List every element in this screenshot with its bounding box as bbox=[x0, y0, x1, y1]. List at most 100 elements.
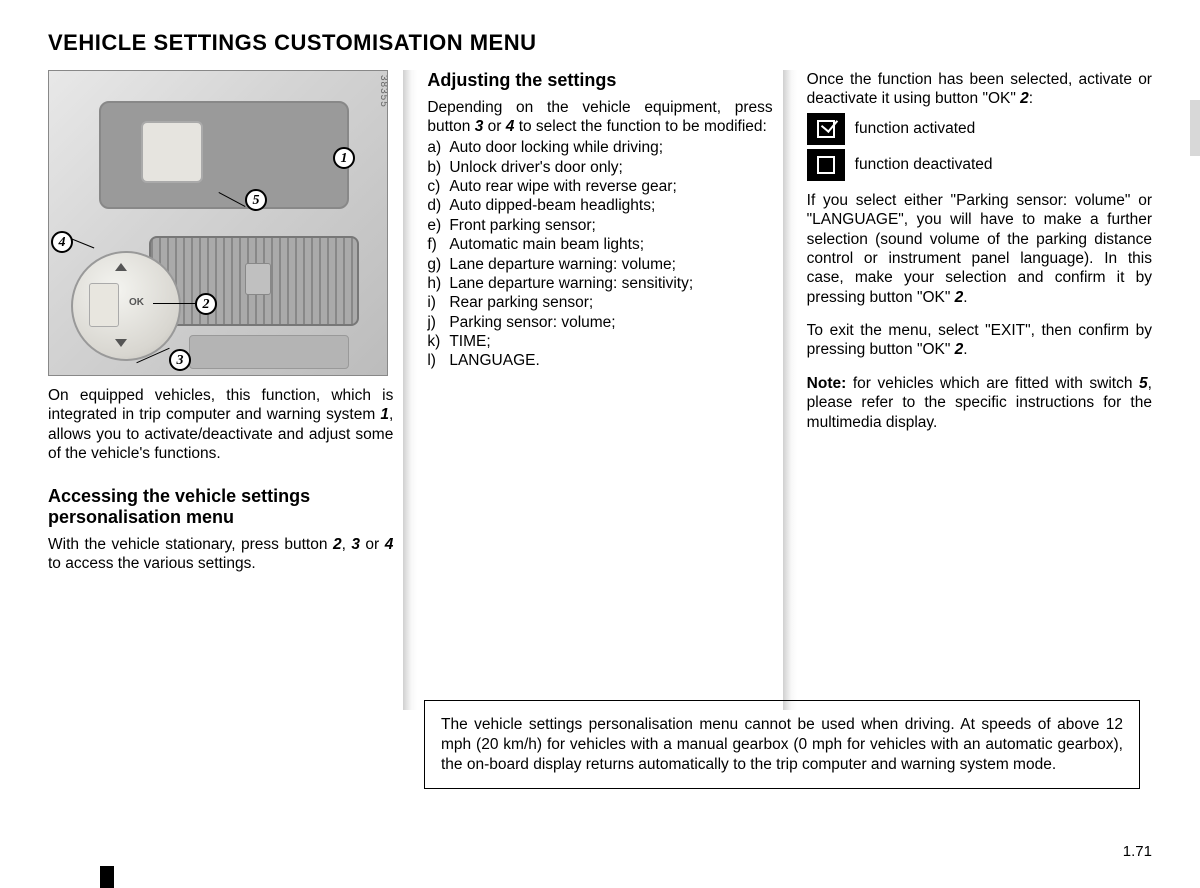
ref-5: 5 bbox=[1139, 375, 1148, 392]
column-divider bbox=[403, 70, 417, 710]
side-tab bbox=[1190, 100, 1200, 156]
warning-text: The vehicle settings personalisation men… bbox=[441, 716, 1123, 773]
ref-2: 2 bbox=[1020, 90, 1029, 107]
dashboard-figure: 38355 OK 1 5 4 2 3 bbox=[48, 70, 388, 376]
list-label: b) bbox=[427, 158, 449, 177]
list-item: i)Rear parking sensor; bbox=[427, 293, 772, 312]
list-label: j) bbox=[427, 313, 449, 332]
list-label: h) bbox=[427, 274, 449, 293]
text: or bbox=[483, 118, 505, 135]
ref-4: 4 bbox=[385, 536, 394, 553]
leader-line bbox=[72, 239, 95, 249]
text: to select the function to be modified: bbox=[514, 118, 766, 135]
ref-1: 1 bbox=[380, 406, 389, 423]
text: To exit the menu, select "EXIT", then co… bbox=[807, 322, 1152, 358]
text: Once the function has been selected, act… bbox=[807, 71, 1152, 107]
checkbox-label: function activated bbox=[855, 119, 976, 138]
text: for vehicles which are fitted with switc… bbox=[846, 375, 1139, 392]
exit-paragraph: To exit the menu, select "EXIT", then co… bbox=[807, 321, 1152, 360]
list-item: a)Auto door locking while driving; bbox=[427, 138, 772, 157]
text: to access the various settings. bbox=[48, 555, 256, 572]
list-item: g)Lane departure warning: volume; bbox=[427, 255, 772, 274]
callout-3: 3 bbox=[169, 349, 191, 371]
list-item: k)TIME; bbox=[427, 332, 772, 351]
ref-3: 3 bbox=[351, 536, 360, 553]
text: . bbox=[963, 341, 967, 358]
content-columns: 38355 OK 1 5 4 2 3 On equipped vehicles,… bbox=[48, 70, 1152, 710]
text: . bbox=[963, 289, 967, 306]
list-item: b)Unlock driver's door only; bbox=[427, 158, 772, 177]
list-label: g) bbox=[427, 255, 449, 274]
figure-code: 38355 bbox=[377, 75, 389, 108]
list-label: i) bbox=[427, 293, 449, 312]
checkbox-deactivated: function deactivated bbox=[807, 149, 1152, 181]
checkbox-checked-icon bbox=[807, 113, 845, 145]
language-paragraph: If you select either "Parking sensor: vo… bbox=[807, 191, 1152, 307]
access-paragraph: With the vehicle stationary, press butto… bbox=[48, 535, 393, 574]
text: or bbox=[360, 536, 385, 553]
dashboard-screen bbox=[99, 101, 349, 209]
column-left: 38355 OK 1 5 4 2 3 On equipped vehicles,… bbox=[48, 70, 403, 710]
list-text: LANGUAGE. bbox=[449, 351, 539, 370]
list-text: Auto door locking while driving; bbox=[449, 138, 663, 157]
access-subhead: Accessing the vehicle settings personali… bbox=[48, 486, 393, 529]
intro-paragraph: On equipped vehicles, this function, whi… bbox=[48, 386, 393, 464]
list-item: f)Automatic main beam lights; bbox=[427, 235, 772, 254]
list-text: TIME; bbox=[449, 332, 490, 351]
list-text: Unlock driver's door only; bbox=[449, 158, 623, 177]
radio-unit bbox=[189, 335, 349, 369]
checkbox-activated: function activated bbox=[807, 113, 1152, 145]
list-item: j)Parking sensor: volume; bbox=[427, 313, 772, 332]
list-label: a) bbox=[427, 138, 449, 157]
leader-line bbox=[153, 303, 197, 304]
column-right: Once the function has been selected, act… bbox=[797, 70, 1152, 710]
text: If you select either "Parking sensor: vo… bbox=[807, 192, 1152, 306]
list-label: e) bbox=[427, 216, 449, 235]
list-text: Parking sensor: volume; bbox=[449, 313, 615, 332]
list-text: Front parking sensor; bbox=[449, 216, 595, 235]
ok-label: OK bbox=[129, 297, 144, 310]
list-item: c)Auto rear wipe with reverse gear; bbox=[427, 177, 772, 196]
adjust-subhead: Adjusting the settings bbox=[427, 70, 772, 92]
note-paragraph: Note: for vehicles which are fitted with… bbox=[807, 374, 1152, 432]
list-label: f) bbox=[427, 235, 449, 254]
column-middle: Adjusting the settings Depending on the … bbox=[417, 70, 782, 710]
text: , bbox=[342, 536, 352, 553]
callout-2: 2 bbox=[195, 293, 217, 315]
column-divider bbox=[783, 70, 797, 710]
list-text: Auto rear wipe with reverse gear; bbox=[449, 177, 676, 196]
adjust-lead: Depending on the vehicle equipment, pres… bbox=[427, 98, 772, 137]
list-text: Lane departure warning: sensitivity; bbox=[449, 274, 693, 293]
text: On equipped vehicles, this function, whi… bbox=[48, 387, 393, 423]
callout-5: 5 bbox=[245, 189, 267, 211]
list-label: k) bbox=[427, 332, 449, 351]
ref-2: 2 bbox=[955, 341, 964, 358]
select-paragraph: Once the function has been selected, act… bbox=[807, 70, 1152, 109]
settings-list: a)Auto door locking while driving; b)Unl… bbox=[427, 138, 772, 371]
list-text: Automatic main beam lights; bbox=[449, 235, 644, 254]
list-label: c) bbox=[427, 177, 449, 196]
list-label: d) bbox=[427, 196, 449, 215]
arrow-up-icon bbox=[115, 263, 127, 271]
list-item: e)Front parking sensor; bbox=[427, 216, 772, 235]
text: With the vehicle stationary, press butto… bbox=[48, 536, 333, 553]
note-label: Note: bbox=[807, 375, 847, 392]
list-item: h)Lane departure warning: sensitivity; bbox=[427, 274, 772, 293]
list-item: d)Auto dipped-beam headlights; bbox=[427, 196, 772, 215]
list-item: l)LANGUAGE. bbox=[427, 351, 772, 370]
list-text: Lane departure warning: volume; bbox=[449, 255, 676, 274]
text: : bbox=[1029, 90, 1033, 107]
page-number: 1.71 bbox=[1123, 843, 1152, 860]
footer-mark bbox=[100, 866, 114, 888]
checkbox-label: function deactivated bbox=[855, 155, 993, 174]
page-title: VEHICLE SETTINGS CUSTOMISATION MENU bbox=[48, 30, 1152, 56]
ref-2: 2 bbox=[955, 289, 964, 306]
ref-2: 2 bbox=[333, 536, 342, 553]
checkbox-unchecked-icon bbox=[807, 149, 845, 181]
list-label: l) bbox=[427, 351, 449, 370]
list-text: Auto dipped-beam headlights; bbox=[449, 196, 655, 215]
list-text: Rear parking sensor; bbox=[449, 293, 593, 312]
callout-1: 1 bbox=[333, 147, 355, 169]
hazard-button bbox=[245, 263, 271, 295]
warning-box: The vehicle settings personalisation men… bbox=[424, 700, 1140, 789]
